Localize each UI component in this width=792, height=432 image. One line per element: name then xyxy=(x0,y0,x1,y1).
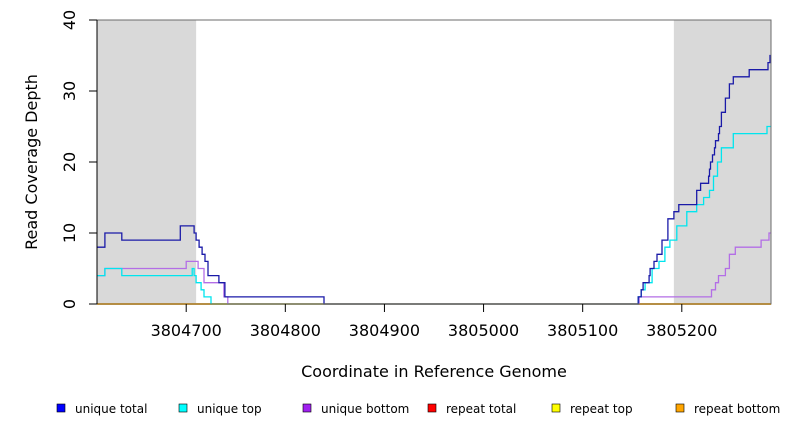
y-tick-label: 40 xyxy=(60,10,79,30)
legend-label-unique-bottom: unique bottom xyxy=(321,402,409,416)
x-tick-label: 3805100 xyxy=(547,321,618,340)
shaded-regions xyxy=(97,20,771,304)
x-tick-label: 3804700 xyxy=(151,321,222,340)
shaded-region-2 xyxy=(673,20,771,304)
y-tick-label: 30 xyxy=(60,81,79,101)
x-tick-label: 3804800 xyxy=(250,321,321,340)
legend-label-repeat-total: repeat total xyxy=(446,402,516,416)
legend-swatch-repeat-top xyxy=(551,403,561,413)
x-tick-label: 3805000 xyxy=(448,321,519,340)
series-line-unique-top xyxy=(97,125,771,305)
legend-swatch-repeat-bottom xyxy=(675,403,685,413)
legend-swatch-unique-total xyxy=(56,403,66,413)
y-tick-label: 10 xyxy=(60,223,79,243)
legend-swatch-repeat-total xyxy=(427,403,437,413)
y-axis: 0 10 20 30 40 xyxy=(60,10,98,309)
coverage-series xyxy=(97,54,771,305)
series-line-unique-total xyxy=(97,54,771,305)
shaded-region-1 xyxy=(97,20,197,304)
x-axis-title: Coordinate in Reference Genome xyxy=(301,362,567,381)
y-tick-label: 0 xyxy=(60,299,79,309)
x-axis: 3804700 3804800 3804900 3805000 3805100 38052… xyxy=(151,304,717,340)
series-line-unique-bottom xyxy=(97,232,771,305)
x-tick-label: 3805200 xyxy=(646,321,717,340)
legend-label-unique-top: unique top xyxy=(197,402,262,416)
legend-swatch-unique-bottom xyxy=(302,403,312,413)
y-axis-title: Read Coverage Depth xyxy=(22,74,41,250)
legend: unique total unique top unique bottom repea… xyxy=(56,402,780,416)
legend-label-repeat-top: repeat top xyxy=(570,402,633,416)
legend-label-repeat-bottom: repeat bottom xyxy=(694,402,780,416)
legend-swatch-unique-top xyxy=(178,403,188,413)
y-tick-label: 20 xyxy=(60,152,79,172)
legend-label-unique-total: unique total xyxy=(75,402,147,416)
x-tick-label: 3804900 xyxy=(349,321,420,340)
